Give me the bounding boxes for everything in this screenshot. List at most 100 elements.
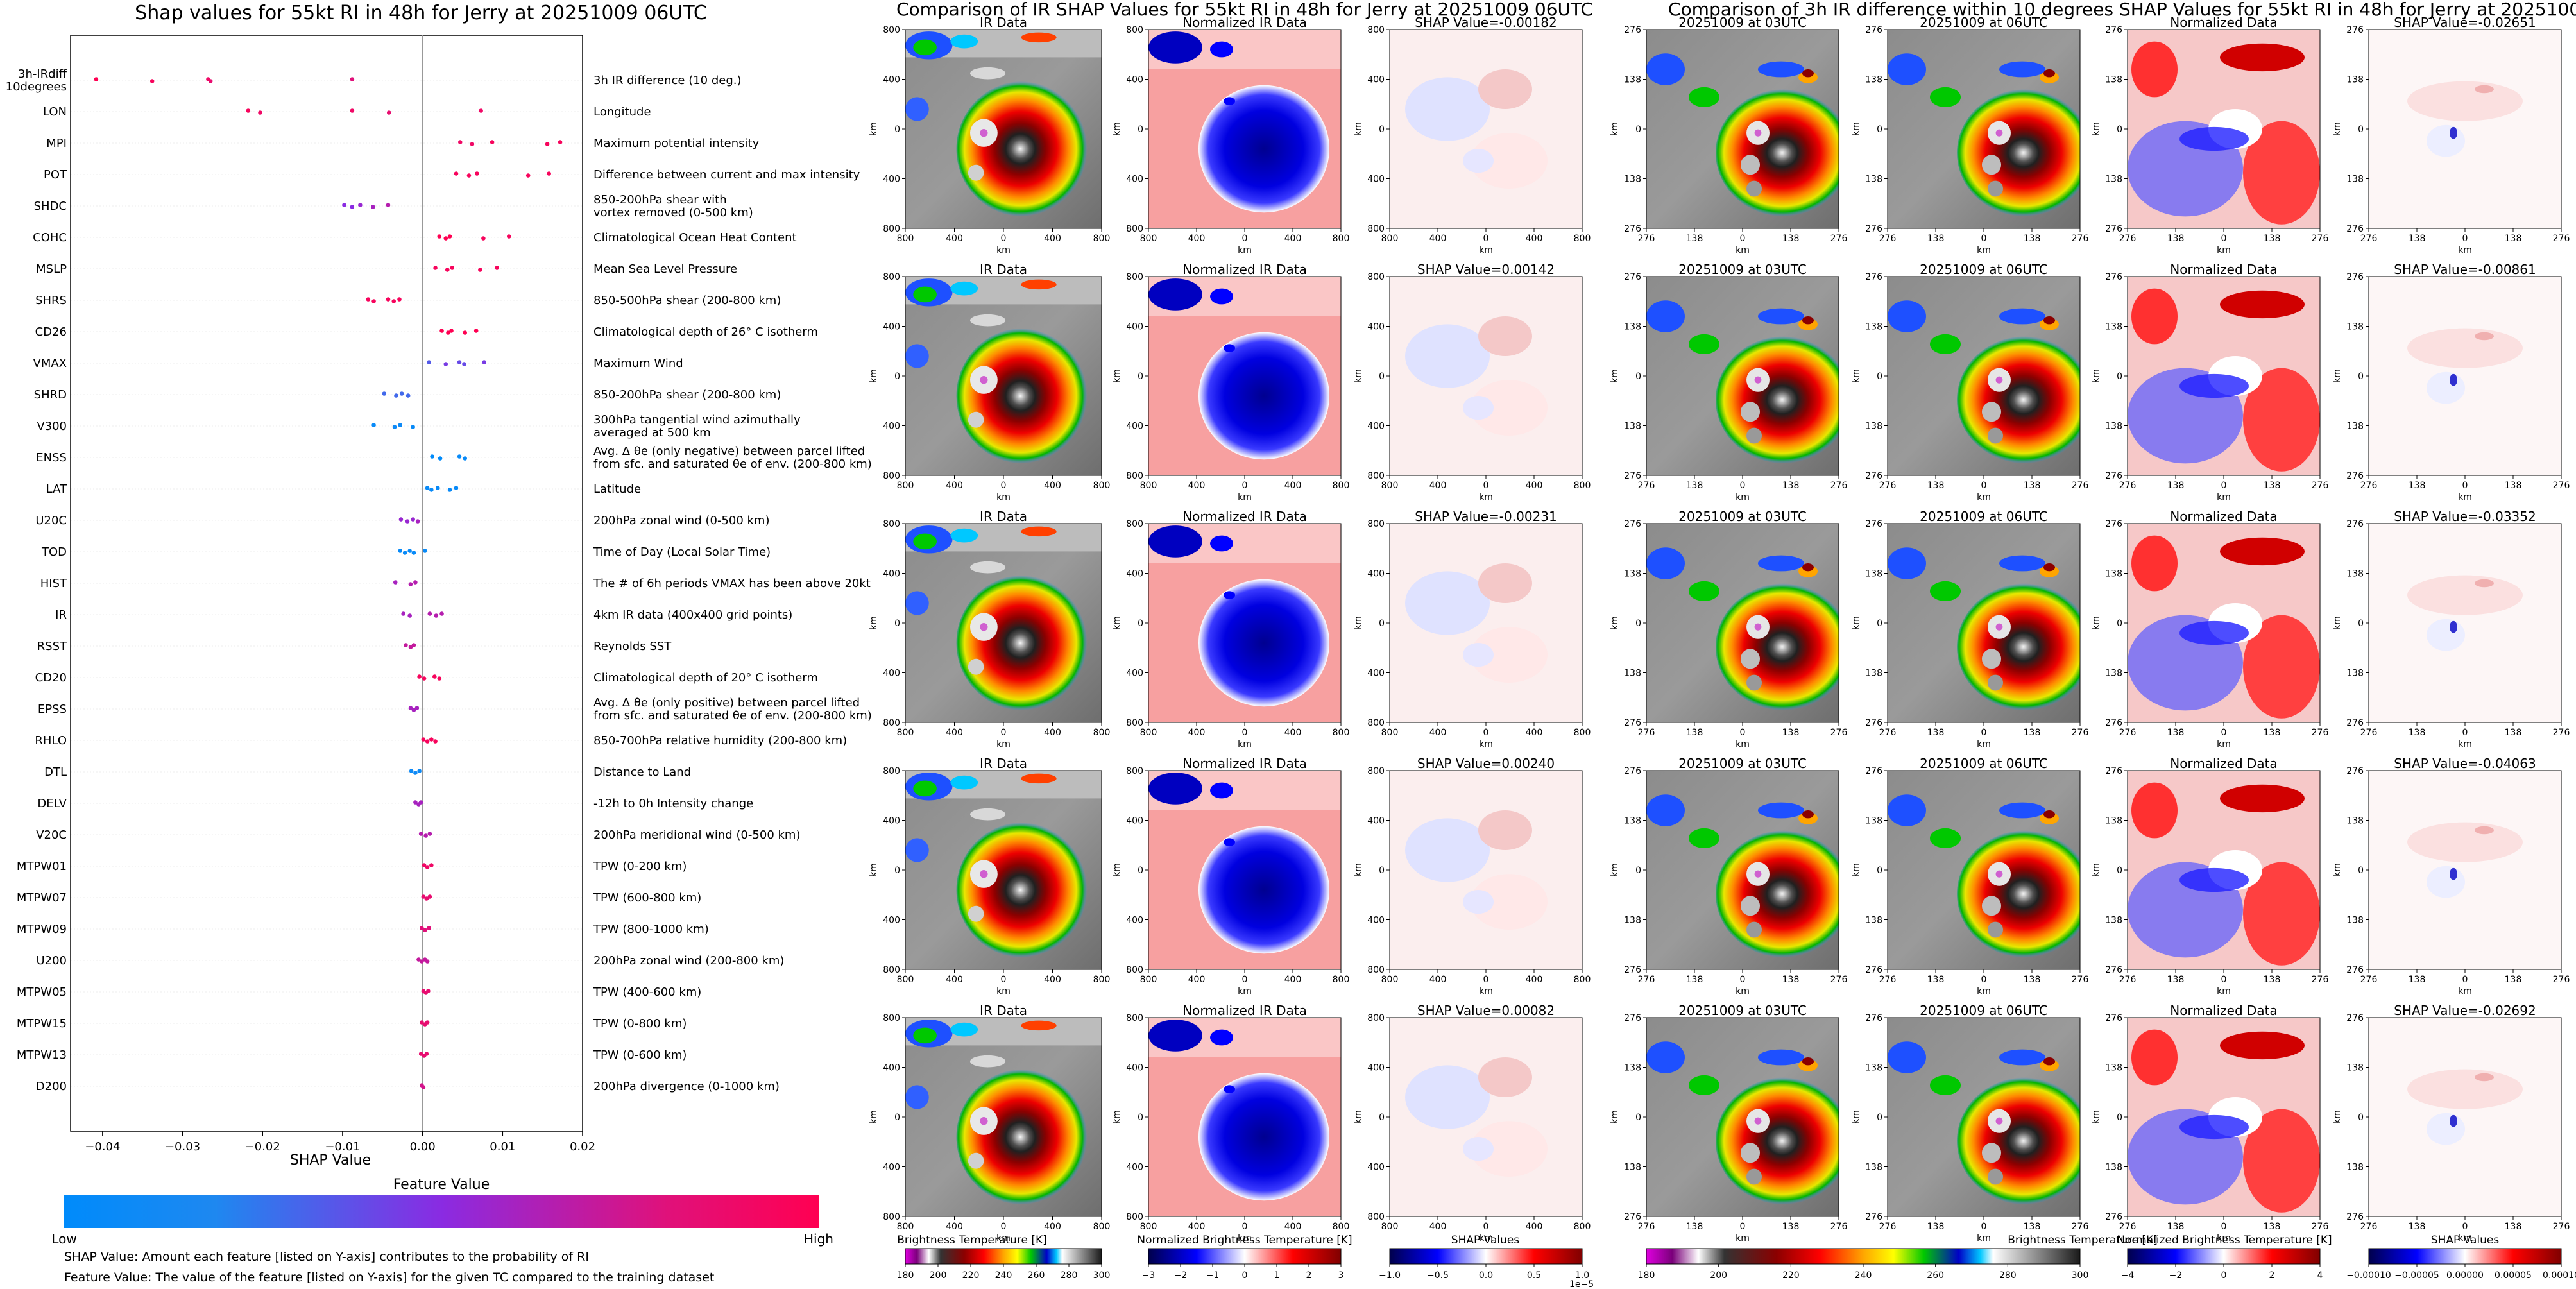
x-tick-label: 138 [2409, 728, 2426, 738]
y-tick-label: 138 [1624, 916, 1641, 926]
feature-label-line: COHC [33, 231, 67, 244]
y-tick-label: 276 [2105, 965, 2122, 975]
norm-colorbar-label: Normalized Brightness Temperature [K] [1137, 1234, 1352, 1247]
x-tick-label: 276 [2553, 234, 2570, 244]
diff-bt-colorbar [1646, 1248, 2081, 1265]
diff-bt-colorbar-ticks: 180 200 220 240 260 280 300 [1638, 1264, 2088, 1281]
shap-colorbar-ticks: −1.0 −0.5 0.0 0.5 1.0 [1379, 1264, 1589, 1281]
y-tick-label: 138 [1624, 816, 1641, 826]
y-tick-label: 800 [883, 766, 900, 776]
ir-image [905, 1018, 1102, 1216]
shap-image-title: SHAP Value=-0.00182 [1415, 15, 1557, 30]
x-tick-label: 276 [2312, 728, 2329, 738]
x-tick-label: 138 [1927, 1222, 1945, 1232]
feature-description: Difference between current and max inten… [593, 168, 860, 182]
shap-point [434, 613, 439, 618]
y-tick-label: 276 [1624, 766, 1641, 776]
diff-shap-colorbar [2368, 1248, 2562, 1265]
feature-description-line: 850-500hPa shear (200-800 km) [593, 294, 781, 307]
y-tick-label: 800 [1367, 519, 1385, 529]
x-tick-label: 400 [1044, 234, 1061, 244]
y-axis-label: km [869, 863, 879, 877]
norm-diff-image-title: Normalized Data [2170, 756, 2278, 771]
y-tick-label: 0 [1877, 1113, 1882, 1123]
shap-point [457, 140, 463, 144]
feature-label: SHDC [34, 200, 67, 213]
shap-image [2369, 524, 2561, 722]
colorbar-tick-label: 0.00000 [2446, 1270, 2484, 1281]
colorbar-tick-label: 240 [995, 1270, 1012, 1281]
x-axis-label: km [996, 492, 1011, 502]
x-tick-label: 276 [1830, 1222, 1848, 1232]
y-tick-label: 0 [2117, 619, 2122, 629]
colorbar-tick-label: 2 [2269, 1270, 2275, 1281]
shap-point [421, 1085, 426, 1089]
x-tick-label: 276 [1879, 234, 1897, 244]
x-axis-label: km [1479, 1233, 1493, 1243]
x-axis-label: km [1736, 1233, 1750, 1243]
shap-point [454, 486, 459, 490]
colorbar-tick-label: −3 [1142, 1270, 1156, 1281]
x-axis-label: km [1479, 492, 1493, 502]
x-tick-label: 138 [1927, 975, 1945, 985]
x-tick-label: 0 [1981, 975, 1987, 985]
norm-diff-image [2128, 1018, 2320, 1216]
feature-description-line: TPW (0-800 km) [593, 1017, 687, 1030]
y-tick-label: 138 [1624, 175, 1641, 185]
ir-curr-image [1888, 771, 2080, 969]
x-tick-label: 276 [1830, 975, 1848, 985]
y-tick-label: 0 [1379, 1113, 1385, 1123]
ir-image-title: IR Data [980, 1003, 1027, 1018]
shap-point [342, 203, 346, 207]
x-tick-label: 138 [2264, 481, 2281, 491]
shap-point [399, 391, 404, 396]
y-tick-label: 138 [1865, 75, 1882, 85]
x-tick-label: 276 [2072, 728, 2089, 738]
y-tick-label: 800 [1367, 25, 1385, 35]
y-tick-label: 138 [1865, 816, 1882, 826]
shap-point [425, 486, 430, 490]
y-tick-label: 276 [2346, 1212, 2364, 1222]
feature-description-line: 850-200hPa shear (200-800 km) [593, 388, 781, 402]
shap-point [437, 676, 442, 681]
shap-point [447, 488, 452, 492]
x-tick-label: 400 [1429, 975, 1447, 985]
y-tick-label: 800 [1367, 1212, 1385, 1222]
colorbar-tick-label: −2 [1174, 1270, 1188, 1281]
x-axis-label: km [1977, 739, 1991, 749]
y-tick-label: 400 [883, 75, 900, 85]
colorbar-tick-label: 3 [1338, 1270, 1344, 1281]
feature-description-line: 200hPa zonal wind (0-500 km) [593, 514, 770, 527]
x-axis-label: km [2217, 739, 2231, 749]
x-axis-label: km [1736, 245, 1750, 255]
x-tick-label: 0 [1242, 728, 1248, 738]
shap-note-2: Feature Value: The value of the feature … [64, 1270, 714, 1285]
ir-curr-image-title: 20251009 at 06UTC [1920, 756, 2048, 771]
x-tick-label: 138 [1927, 234, 1945, 244]
x-tick-label: 276 [1879, 728, 1897, 738]
x-tick-label: 0 [2462, 481, 2468, 491]
x-axis-label: km [1479, 245, 1493, 255]
feature-label-line: MTPW09 [17, 923, 67, 936]
shap-point [525, 173, 531, 178]
shap-point [429, 737, 434, 742]
y-tick-label: 138 [2105, 175, 2122, 185]
feature-label: MTPW15 [17, 1017, 67, 1030]
feature-label-line: LAT [46, 482, 67, 496]
shap-colorbar-exponent: 1e−5 [1569, 1279, 1594, 1289]
bt-colorbar [905, 1248, 1102, 1265]
norm-ir-image-title: Normalized IR Data [1182, 1003, 1307, 1018]
shap-point [423, 549, 427, 553]
x-axis-label: km [1479, 986, 1493, 996]
feature-description: Avg. Δ θe (only positive) between parcel… [593, 696, 872, 722]
shap-point [427, 832, 432, 836]
y-axis-label: km [1851, 369, 1861, 383]
y-tick-label: 800 [883, 1013, 900, 1023]
norm-ir-image-title: Normalized IR Data [1182, 756, 1307, 771]
x-tick-label: 138 [2505, 481, 2522, 491]
x-axis-label: km [2217, 1233, 2231, 1243]
colorbar-tick-label: 180 [1638, 1270, 1655, 1281]
x-tick-label: 276 [1638, 234, 1655, 244]
norm-diff-image-title: Normalized Data [2170, 509, 2278, 524]
y-axis-label: km [1353, 122, 1363, 136]
